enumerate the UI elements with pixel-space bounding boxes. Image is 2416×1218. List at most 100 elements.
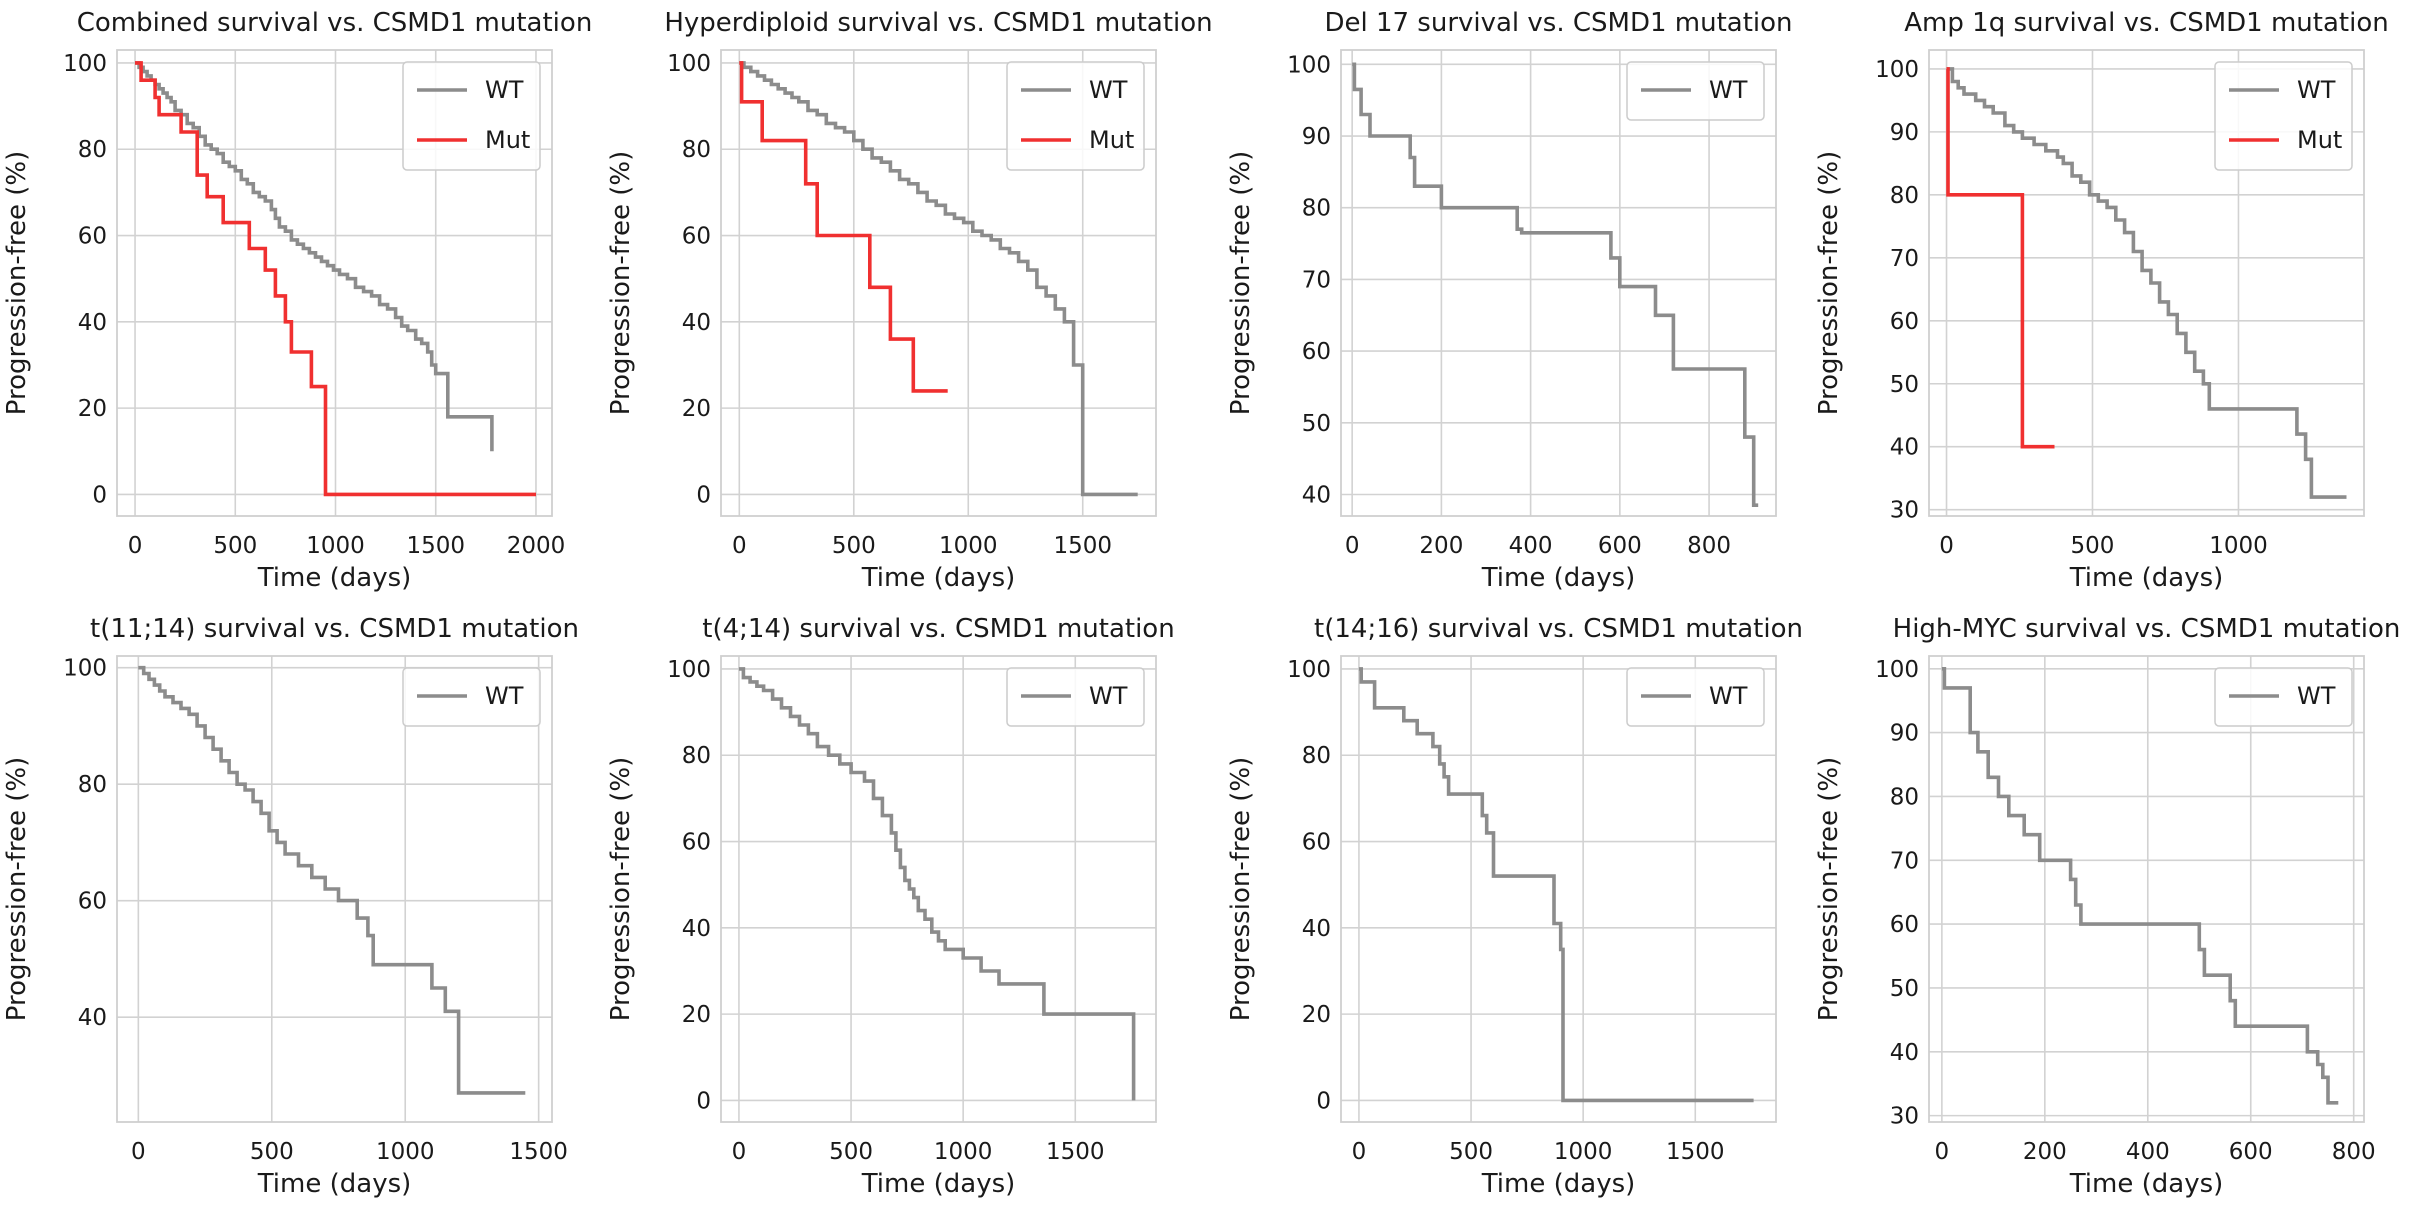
axes-frame	[1928, 49, 2365, 517]
legend: WT	[1626, 667, 1765, 727]
y-tick-label: 100	[1875, 57, 1919, 83]
series-line-wt	[1941, 667, 2339, 1105]
y-tick-label: 30	[1890, 1104, 1919, 1130]
axes-frame	[720, 655, 1157, 1123]
x-tick-label: 0	[1352, 1139, 1367, 1165]
x-axis-label: Time (days)	[861, 563, 1016, 593]
series-line-mut	[135, 61, 536, 497]
x-tick-label: 0	[1935, 1139, 1950, 1165]
legend-label: WT	[1089, 76, 1128, 104]
legend-label: WT	[1709, 76, 1748, 104]
chart-panel-7: 0 500 1000 1500 0 20 40 60 80 100 t(14;16) surviva…	[1226, 614, 1803, 1199]
y-tick-label: 40	[78, 1005, 107, 1031]
legend-box	[1626, 667, 1765, 727]
x-tick-label: 1500	[509, 1139, 568, 1165]
axes-frame	[720, 49, 1157, 517]
x-axis-label: Time (days)	[2069, 1169, 2224, 1199]
legend-box	[2214, 667, 2353, 727]
y-tick-label: 20	[1302, 1002, 1331, 1028]
y-tick-label: 80	[78, 137, 107, 163]
y-tick-label: 100	[63, 656, 107, 682]
chart-panel-4: 0 500 1000 30 40 50 60 70 80 90 100 Amp 1q survival…	[1814, 8, 2389, 593]
series-line-wt	[738, 667, 1136, 1101]
x-tick-label: 500	[213, 533, 257, 559]
series-line-mut	[1946, 67, 2055, 449]
y-tick-label: 60	[682, 830, 711, 856]
axes-frame	[1928, 655, 2365, 1123]
x-tick-label: 600	[1598, 533, 1642, 559]
x-tick-label: 500	[1449, 1139, 1493, 1165]
y-axis-label: Progression-free (%)	[2, 757, 32, 1021]
y-tick-label: 100	[667, 657, 711, 683]
x-tick-label: 1000	[376, 1139, 435, 1165]
x-tick-label: 400	[2126, 1139, 2170, 1165]
y-tick-label: 30	[1890, 498, 1919, 524]
x-tick-label: 1500	[1046, 1139, 1105, 1165]
y-tick-label: 50	[1890, 976, 1919, 1002]
y-tick-label: 60	[682, 224, 711, 250]
chart-title: High-MYC survival vs. CSMD1 mutation	[1893, 614, 2401, 644]
x-axis-label: Time (days)	[257, 1169, 412, 1199]
legend: WT	[1006, 667, 1145, 727]
legend-box	[1626, 61, 1765, 121]
chart-title: Del 17 survival vs. CSMD1 mutation	[1324, 8, 1792, 38]
y-tick-label: 100	[667, 51, 711, 77]
x-tick-label: 400	[1509, 533, 1553, 559]
series-line-wt	[1352, 62, 1759, 507]
chart-panel-5: 0 500 1000 1500 40 60 80 100 t(11;14) survival v…	[2, 614, 579, 1199]
series-line-mut	[739, 61, 948, 393]
series-line-wt	[739, 61, 1138, 497]
legend-label: Mut	[1089, 126, 1134, 154]
y-axis-label: Progression-free (%)	[2, 151, 32, 415]
x-tick-label: 2000	[507, 533, 566, 559]
y-tick-label: 40	[1890, 435, 1919, 461]
y-tick-label: 80	[682, 137, 711, 163]
y-tick-label: 40	[682, 310, 711, 336]
x-tick-label: 1000	[2209, 533, 2268, 559]
series-line-wt	[135, 61, 494, 452]
legend: WT	[402, 667, 541, 727]
y-tick-label: 90	[1302, 124, 1331, 150]
x-tick-label: 600	[2229, 1139, 2273, 1165]
y-tick-label: 40	[682, 916, 711, 942]
legend: WT Mut	[402, 61, 541, 171]
x-tick-label: 500	[829, 1139, 873, 1165]
legend-label: WT	[2297, 76, 2336, 104]
axes-frame	[1340, 655, 1777, 1123]
y-tick-label: 80	[682, 743, 711, 769]
y-tick-label: 60	[1302, 830, 1331, 856]
x-tick-label: 800	[2332, 1139, 2376, 1165]
x-axis-label: Time (days)	[1481, 1169, 1636, 1199]
y-tick-label: 80	[1302, 743, 1331, 769]
x-tick-label: 200	[1419, 533, 1463, 559]
x-tick-label: 0	[732, 1139, 747, 1165]
y-tick-label: 50	[1890, 372, 1919, 398]
y-tick-label: 60	[1302, 339, 1331, 365]
legend: WT	[1626, 61, 1765, 121]
x-tick-label: 1000	[306, 533, 365, 559]
x-tick-label: 500	[2071, 533, 2115, 559]
y-tick-label: 80	[1890, 784, 1919, 810]
y-tick-label: 40	[78, 310, 107, 336]
x-tick-label: 1000	[934, 1139, 993, 1165]
y-tick-label: 100	[1287, 52, 1331, 78]
y-tick-label: 0	[696, 1088, 711, 1114]
chart-title: Hyperdiploid survival vs. CSMD1 mutation	[664, 8, 1212, 38]
y-tick-label: 100	[63, 51, 107, 77]
y-tick-label: 90	[1890, 120, 1919, 146]
x-tick-label: 1500	[1666, 1139, 1725, 1165]
chart-panel-1: 0 500 1000 1500 2000 0 20 40 60 80 100 Combined sur…	[2, 8, 592, 593]
y-tick-label: 50	[1302, 411, 1331, 437]
x-tick-label: 0	[732, 533, 747, 559]
legend-label: WT	[1089, 682, 1128, 710]
chart-title: t(14;16) survival vs. CSMD1 mutation	[1314, 614, 1803, 644]
chart-panel-2: 0 500 1000 1500 0 20 40 60 80 100 Hyperdiploid sur…	[606, 8, 1213, 593]
legend: WT	[2214, 667, 2353, 727]
y-tick-label: 60	[1890, 912, 1919, 938]
y-tick-label: 0	[696, 482, 711, 508]
y-tick-label: 40	[1302, 916, 1331, 942]
chart-title: t(11;14) survival vs. CSMD1 mutation	[90, 614, 579, 644]
x-tick-label: 500	[832, 533, 876, 559]
x-tick-label: 1000	[1554, 1139, 1613, 1165]
